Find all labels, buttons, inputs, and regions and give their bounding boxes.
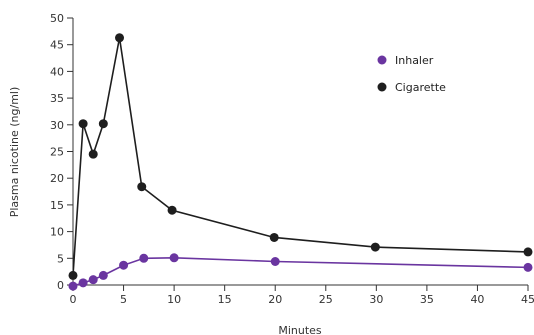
data-point-inhaler [139, 253, 149, 263]
series-layer [68, 33, 533, 291]
data-point-inhaler [68, 281, 78, 291]
y-tick-label: 40 [50, 65, 64, 78]
y-tick-label: 25 [50, 146, 64, 159]
x-tick-label: 25 [319, 293, 333, 306]
data-point-inhaler [169, 253, 179, 263]
y-axis-label: Plasma nicotine (ng/ml) [8, 87, 21, 218]
y-axis: 0 5 10 15 20 25 30 35 40 45 50 [50, 12, 74, 292]
data-point-cigarette [269, 232, 279, 242]
y-tick-label: 30 [50, 119, 64, 132]
data-point-inhaler [270, 257, 280, 267]
data-point-inhaler [523, 262, 533, 272]
x-tick-label: 10 [167, 293, 181, 306]
data-point-inhaler [98, 270, 108, 280]
x-tick-label: 45 [521, 293, 534, 306]
x-tick-label: 0 [70, 293, 77, 306]
y-tick-label: 15 [50, 199, 64, 212]
x-tick-label: 15 [218, 293, 232, 306]
y-tick-label: 20 [50, 172, 64, 185]
data-point-cigarette [115, 33, 125, 43]
y-tick-label: 10 [50, 226, 64, 239]
series-line-cigarette [72, 37, 529, 276]
data-point-cigarette [167, 205, 177, 215]
legend: Inhaler Cigarette [377, 54, 446, 94]
data-point-inhaler [88, 275, 98, 285]
y-tick-label: 35 [50, 92, 64, 105]
data-point-cigarette [78, 119, 88, 129]
x-axis-label: Minutes [278, 324, 322, 335]
data-point-cigarette [523, 247, 533, 257]
legend-marker-inhaler [377, 55, 387, 65]
data-point-inhaler [78, 278, 88, 288]
x-tick-label: 35 [420, 293, 434, 306]
data-point-inhaler [119, 260, 129, 270]
x-tick-label: 20 [268, 293, 282, 306]
data-point-cigarette [88, 149, 98, 159]
x-axis: 0 5 10 15 20 25 30 35 40 45 [70, 284, 534, 306]
y-tick-label: 50 [50, 12, 64, 25]
data-point-cigarette [370, 242, 380, 252]
x-tick-label: 40 [470, 293, 484, 306]
legend-label-inhaler: Inhaler [395, 54, 434, 67]
legend-marker-cigarette [377, 82, 387, 92]
y-tick-label: 5 [57, 252, 64, 265]
x-tick-label: 30 [369, 293, 383, 306]
x-tick-label: 5 [120, 293, 127, 306]
y-tick-label: 45 [50, 39, 64, 52]
legend-label-cigarette: Cigarette [395, 81, 446, 94]
y-tick-label: 0 [57, 279, 64, 292]
data-point-cigarette [98, 119, 108, 129]
data-point-cigarette [68, 270, 78, 280]
data-point-cigarette [137, 182, 147, 192]
